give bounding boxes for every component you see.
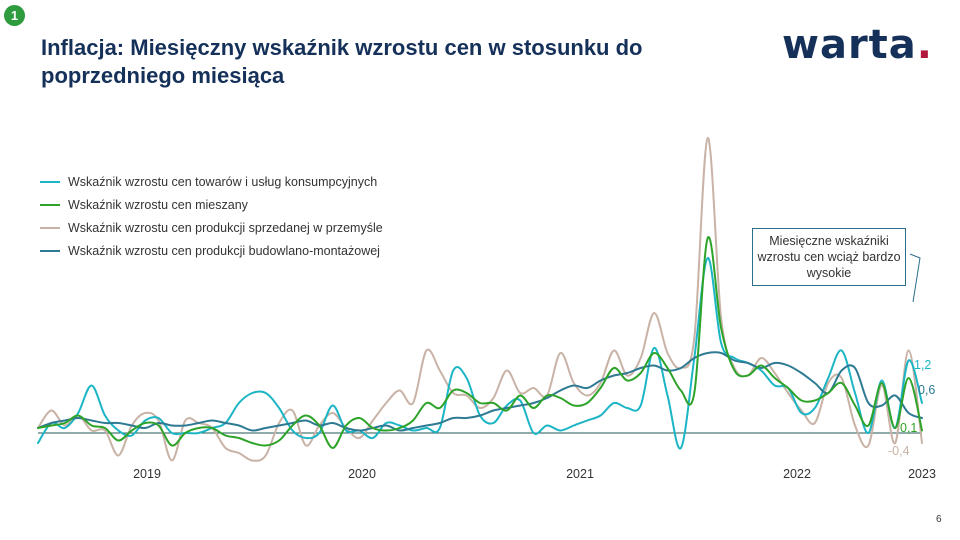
x-tick-label-2019: 2019 [133,467,161,481]
series-line-construction [37,351,923,432]
end-label-industry: -0,4 [888,444,910,458]
logo-text: warta [782,22,917,68]
x-tick-label-2020: 2020 [348,467,376,481]
chart-legend: Wskaźnik wzrostu cen towarów i usług kon… [40,170,383,262]
page-number: 6 [936,514,942,525]
logo-dot: . [916,22,933,68]
series-line-mixed [37,236,923,449]
end-label-mixed: 0,1 [900,421,917,435]
x-tick-label-2022: 2022 [783,467,811,481]
callout-box: Miesięczne wskaźniki wzrostu cen wciąż b… [752,228,906,286]
legend-label-consumer: Wskaźnik wzrostu cen towarów i usług kon… [68,174,378,189]
legend-item-mixed: Wskaźnik wzrostu cen mieszany [40,193,383,216]
legend-label-mixed: Wskaźnik wzrostu cen mieszany [68,197,248,212]
series-line-consumer [37,256,923,450]
end-label-construction: 0,6 [918,383,935,397]
legend-label-industry: Wskaźnik wzrostu cen produkcji sprzedane… [68,220,383,235]
callout-text: Miesięczne wskaźniki wzrostu cen wciąż b… [757,234,901,280]
slide-number-badge: 1 [4,5,25,26]
warta-logo: warta. [782,22,933,68]
x-tick-label-2023: 2023 [908,467,936,481]
legend-item-consumer: Wskaźnik wzrostu cen towarów i usług kon… [40,170,383,193]
legend-item-construction: Wskaźnik wzrostu cen produkcji budowlano… [40,239,383,262]
legend-swatch-mixed [40,203,60,206]
series-line-industry [37,136,923,462]
legend-swatch-industry [40,226,60,229]
legend-item-industry: Wskaźnik wzrostu cen produkcji sprzedane… [40,216,383,239]
callout-connector [909,253,921,303]
legend-swatch-consumer [40,180,60,183]
legend-label-construction: Wskaźnik wzrostu cen produkcji budowlano… [68,243,380,258]
end-label-consumer: 1,2 [914,358,931,372]
slide-title: Inflacja: Miesięczny wskaźnik wzrostu ce… [41,35,643,88]
x-tick-label-2021: 2021 [566,467,594,481]
legend-swatch-construction [40,249,60,252]
